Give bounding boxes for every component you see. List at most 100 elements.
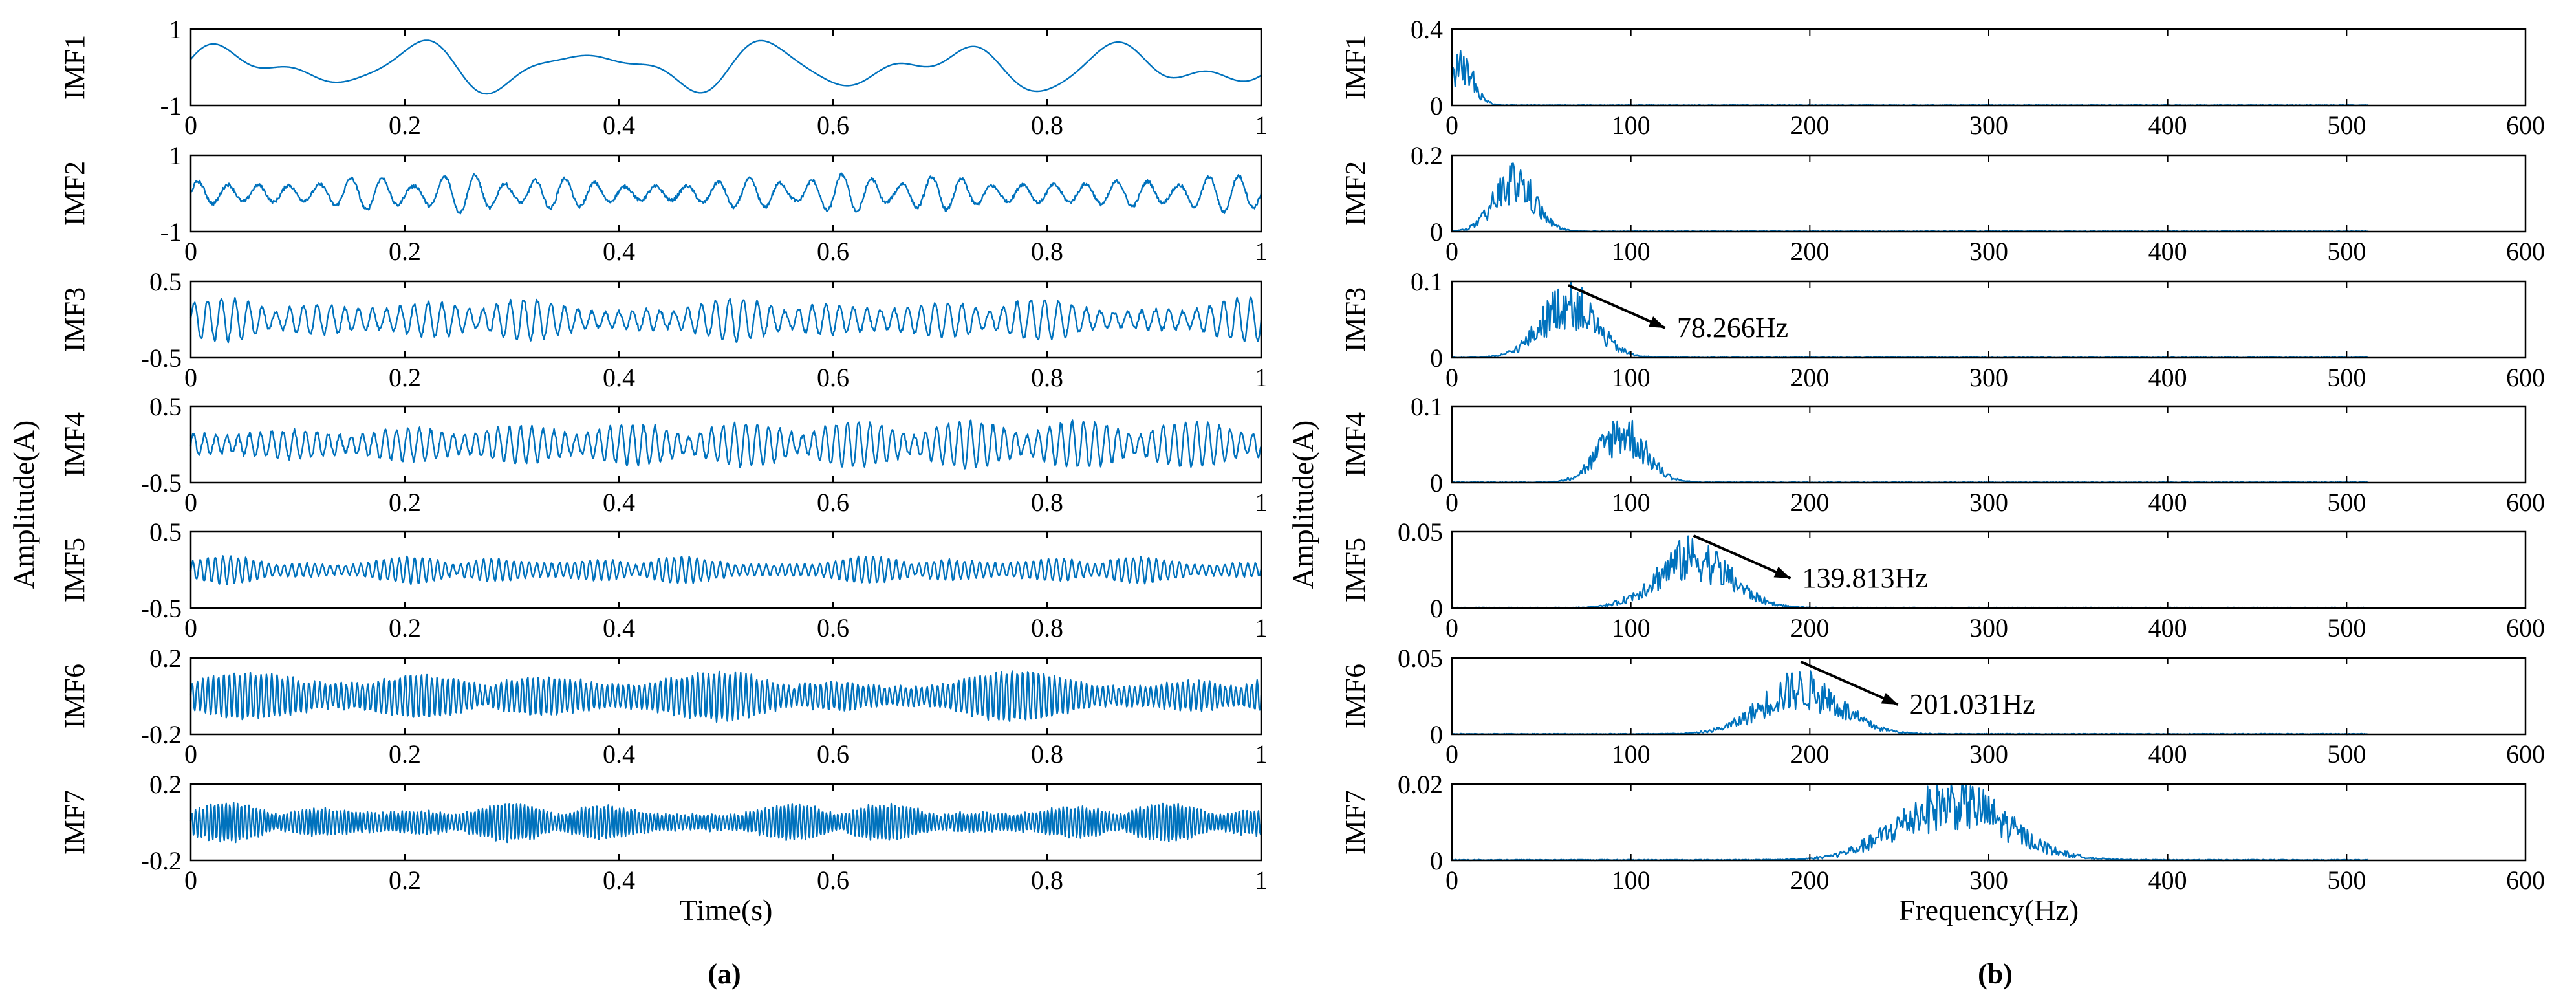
freq-panel-name: IMF3 (1339, 287, 1371, 352)
freq-x-tick-label: 200 (1790, 613, 1829, 642)
time-y-tick-label: -0.5 (141, 468, 182, 498)
freq-y-tick-label: 0.02 (1398, 770, 1443, 799)
freq-x-tick-label: 300 (1969, 111, 2008, 140)
time-x-tick-label: 1 (1255, 739, 1268, 769)
freq-axes-frame (1451, 280, 2527, 359)
freq-x-tick-label: 600 (2506, 866, 2545, 895)
annotation-arrow-head (1773, 567, 1791, 578)
freq-y-tick-label: 0 (1430, 594, 1443, 623)
time-x-tick-label: 0.2 (389, 237, 421, 266)
panel-a-label: (a) (708, 958, 741, 990)
freq-y-tick-label: 0 (1430, 846, 1443, 875)
freq-x-tick-label: 400 (2148, 363, 2187, 392)
time-x-tick-label: 0.4 (603, 363, 635, 392)
time-x-tick-label: 1 (1255, 237, 1268, 266)
freq-x-tick-label: 0 (1445, 488, 1458, 517)
freq-x-tick-label: 0 (1445, 613, 1458, 642)
freq-series-line-imf3 (1451, 280, 2368, 359)
time-x-tick-label: 1 (1255, 613, 1268, 642)
freq-x-tick-label: 0 (1445, 363, 1458, 392)
time-series-line-imf4 (189, 419, 1262, 470)
time-panel-name: IMF2 (59, 161, 91, 226)
freq-panel-name: IMF2 (1339, 161, 1371, 226)
freq-y-tick-label: 0 (1430, 344, 1443, 373)
freq-x-tick-label: 600 (2506, 739, 2545, 769)
freq-x-tick-label: 600 (2506, 613, 2545, 642)
time-y-tick-label: -1 (160, 91, 182, 120)
time-x-tick-label: 0.8 (1031, 237, 1063, 266)
freq-y-tick-label: 0.4 (1411, 15, 1443, 44)
freq-panel-imf5: 0 100 200 300 400 500 600 0.05 0 IMF5 139.813Hz (1339, 518, 2545, 642)
time-y-tick-label: -0.5 (141, 344, 182, 373)
left-shared-ylabel: Amplitude(A) (7, 421, 40, 589)
time-axes-frame (189, 154, 1262, 233)
freq-y-tick-label: 0.2 (1411, 141, 1443, 170)
time-panel-imf4: 0 0.2 0.4 0.6 0.8 1 0.5 -0.5 IMF4 (59, 392, 1268, 517)
freq-x-tick-label: 200 (1790, 237, 1829, 266)
time-x-tick-label: 0.8 (1031, 111, 1063, 140)
freq-x-tick-label: 500 (2327, 237, 2366, 266)
time-x-tick-label: 0.2 (389, 488, 421, 517)
time-series-line-imf7 (189, 802, 1262, 844)
freq-y-tick-label: 0.1 (1411, 267, 1443, 296)
time-x-tick-label: 0 (184, 866, 197, 895)
time-x-tick-label: 0.6 (817, 363, 849, 392)
time-x-tick-label: 0 (184, 111, 197, 140)
time-axes-frame (189, 783, 1262, 862)
time-series-line-imf1 (190, 39, 1262, 95)
time-x-tick-label: 0 (184, 488, 197, 517)
freq-x-tick-label: 400 (2148, 488, 2187, 517)
time-x-tick-label: 0 (184, 739, 197, 769)
time-x-tick-label: 0.4 (603, 613, 635, 642)
time-x-tick-label: 0.8 (1031, 613, 1063, 642)
freq-x-tick-label: 400 (2148, 111, 2187, 140)
time-y-tick-label: 1 (169, 15, 182, 44)
time-y-tick-label: 1 (169, 141, 182, 170)
freq-x-tick-label: 600 (2506, 363, 2545, 392)
time-panel-name: IMF1 (59, 35, 91, 100)
time-y-tick-label: 0.5 (149, 518, 182, 547)
time-axes-frame (189, 405, 1262, 484)
freq-axes-frame (1451, 28, 2527, 107)
freq-x-tick-label: 200 (1790, 363, 1829, 392)
freq-y-tick-label: 0.1 (1411, 392, 1443, 421)
time-y-tick-label: -0.2 (141, 720, 182, 749)
freq-x-tick-label: 300 (1969, 363, 2008, 392)
time-x-tick-label: 0.8 (1031, 363, 1063, 392)
freq-panel-name: IMF7 (1339, 790, 1371, 855)
time-y-tick-label: 0.5 (149, 392, 182, 421)
freq-x-tick-label: 100 (1612, 237, 1651, 266)
time-x-tick-label: 0.2 (389, 363, 421, 392)
annotation-arrow-line (1693, 534, 1791, 580)
time-y-tick-label: -1 (160, 217, 182, 246)
time-x-tick-label: 0.4 (603, 488, 635, 517)
time-x-tick-label: 0.6 (817, 613, 849, 642)
freq-axes-frame (1451, 783, 2527, 862)
time-panel-name: IMF6 (59, 664, 91, 728)
freq-x-tick-label: 600 (2506, 237, 2545, 266)
freq-x-tick-label: 100 (1612, 488, 1651, 517)
freq-panel-imf3: 0 100 200 300 400 500 600 0.1 0 IMF3 78.266Hz (1339, 267, 2545, 392)
annotation-arrow-line (1568, 284, 1666, 329)
time-x-tick-label: 0.4 (603, 739, 635, 769)
time-series-line-imf2 (189, 172, 1262, 215)
annotation-arrow-head (1648, 316, 1665, 328)
time-x-tick-label: 0.6 (817, 237, 849, 266)
freq-x-tick-label: 100 (1612, 363, 1651, 392)
freq-axes-frame (1451, 154, 2527, 233)
time-x-tick-label: 1 (1255, 363, 1268, 392)
freq-panel-imf7: 0 100 200 300 400 500 600 0.02 0 IMF7 (1339, 770, 2545, 895)
freq-panel-name: IMF6 (1339, 664, 1371, 728)
freq-y-tick-label: 0.05 (1398, 518, 1443, 547)
freq-x-tick-label: 400 (2148, 866, 2187, 895)
annotation-arrow-line (1800, 661, 1899, 706)
time-x-tick-label: 0.8 (1031, 866, 1063, 895)
time-x-axis-label: Time(s) (680, 893, 773, 926)
time-axes-frame (189, 530, 1262, 609)
freq-x-tick-label: 400 (2148, 237, 2187, 266)
freq-x-tick-label: 300 (1969, 488, 2008, 517)
time-x-tick-label: 0.2 (389, 739, 421, 769)
time-axes-frame (189, 657, 1262, 736)
time-x-tick-label: 0.2 (389, 111, 421, 140)
